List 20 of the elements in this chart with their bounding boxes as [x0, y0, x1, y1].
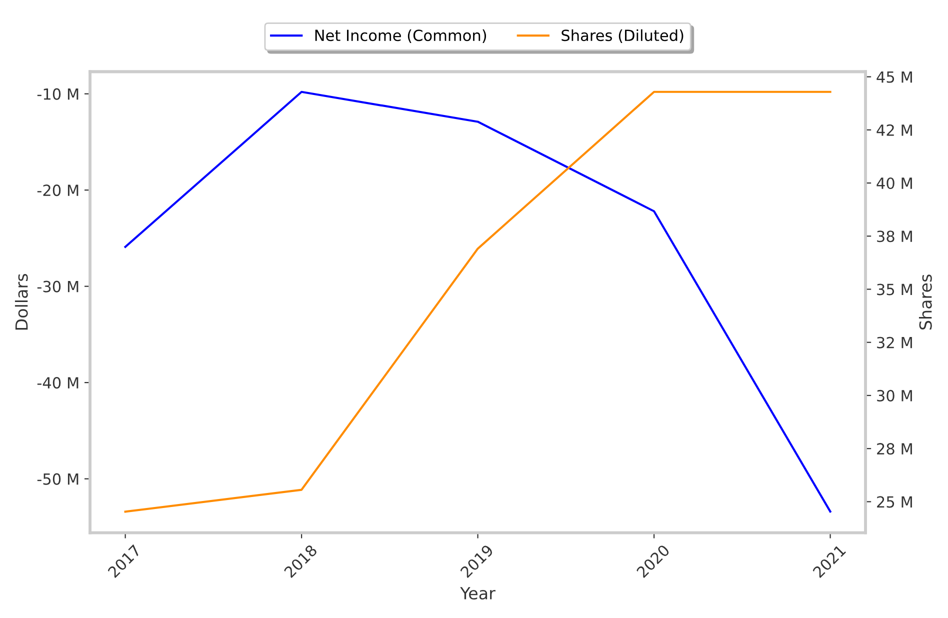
y2-tick-label: 25 M [877, 496, 912, 508]
y2-tick-label: 38 M [877, 230, 912, 242]
y-tick-label: -50 M [37, 473, 78, 485]
y2-tick-label: 32 M [877, 336, 912, 348]
y2-tick-label: 45 M [876, 71, 912, 83]
y2-tick-label: 40 M [876, 177, 912, 190]
y2-tick-label: 35 M [877, 284, 912, 296]
y-axis-title: Dollars [14, 274, 28, 330]
y-tick-label: -40 M [37, 377, 78, 389]
legend-label: Net Income (Common) [315, 29, 486, 43]
y-tick-label: -30 M [37, 280, 78, 292]
y-tick-label: -20 M [37, 184, 78, 196]
y-tick-label: -10 M [37, 88, 78, 100]
y2-tick-label: 30 M [877, 390, 912, 402]
x-axis-title: Year [460, 587, 496, 600]
y2-tick-label: 28 M [877, 443, 912, 455]
y2-tick-label: 42 M [876, 124, 912, 136]
line-series [124, 90, 832, 513]
y2-axis-title: Shares [918, 274, 932, 330]
legend-label: Shares (Diluted) [562, 29, 684, 43]
